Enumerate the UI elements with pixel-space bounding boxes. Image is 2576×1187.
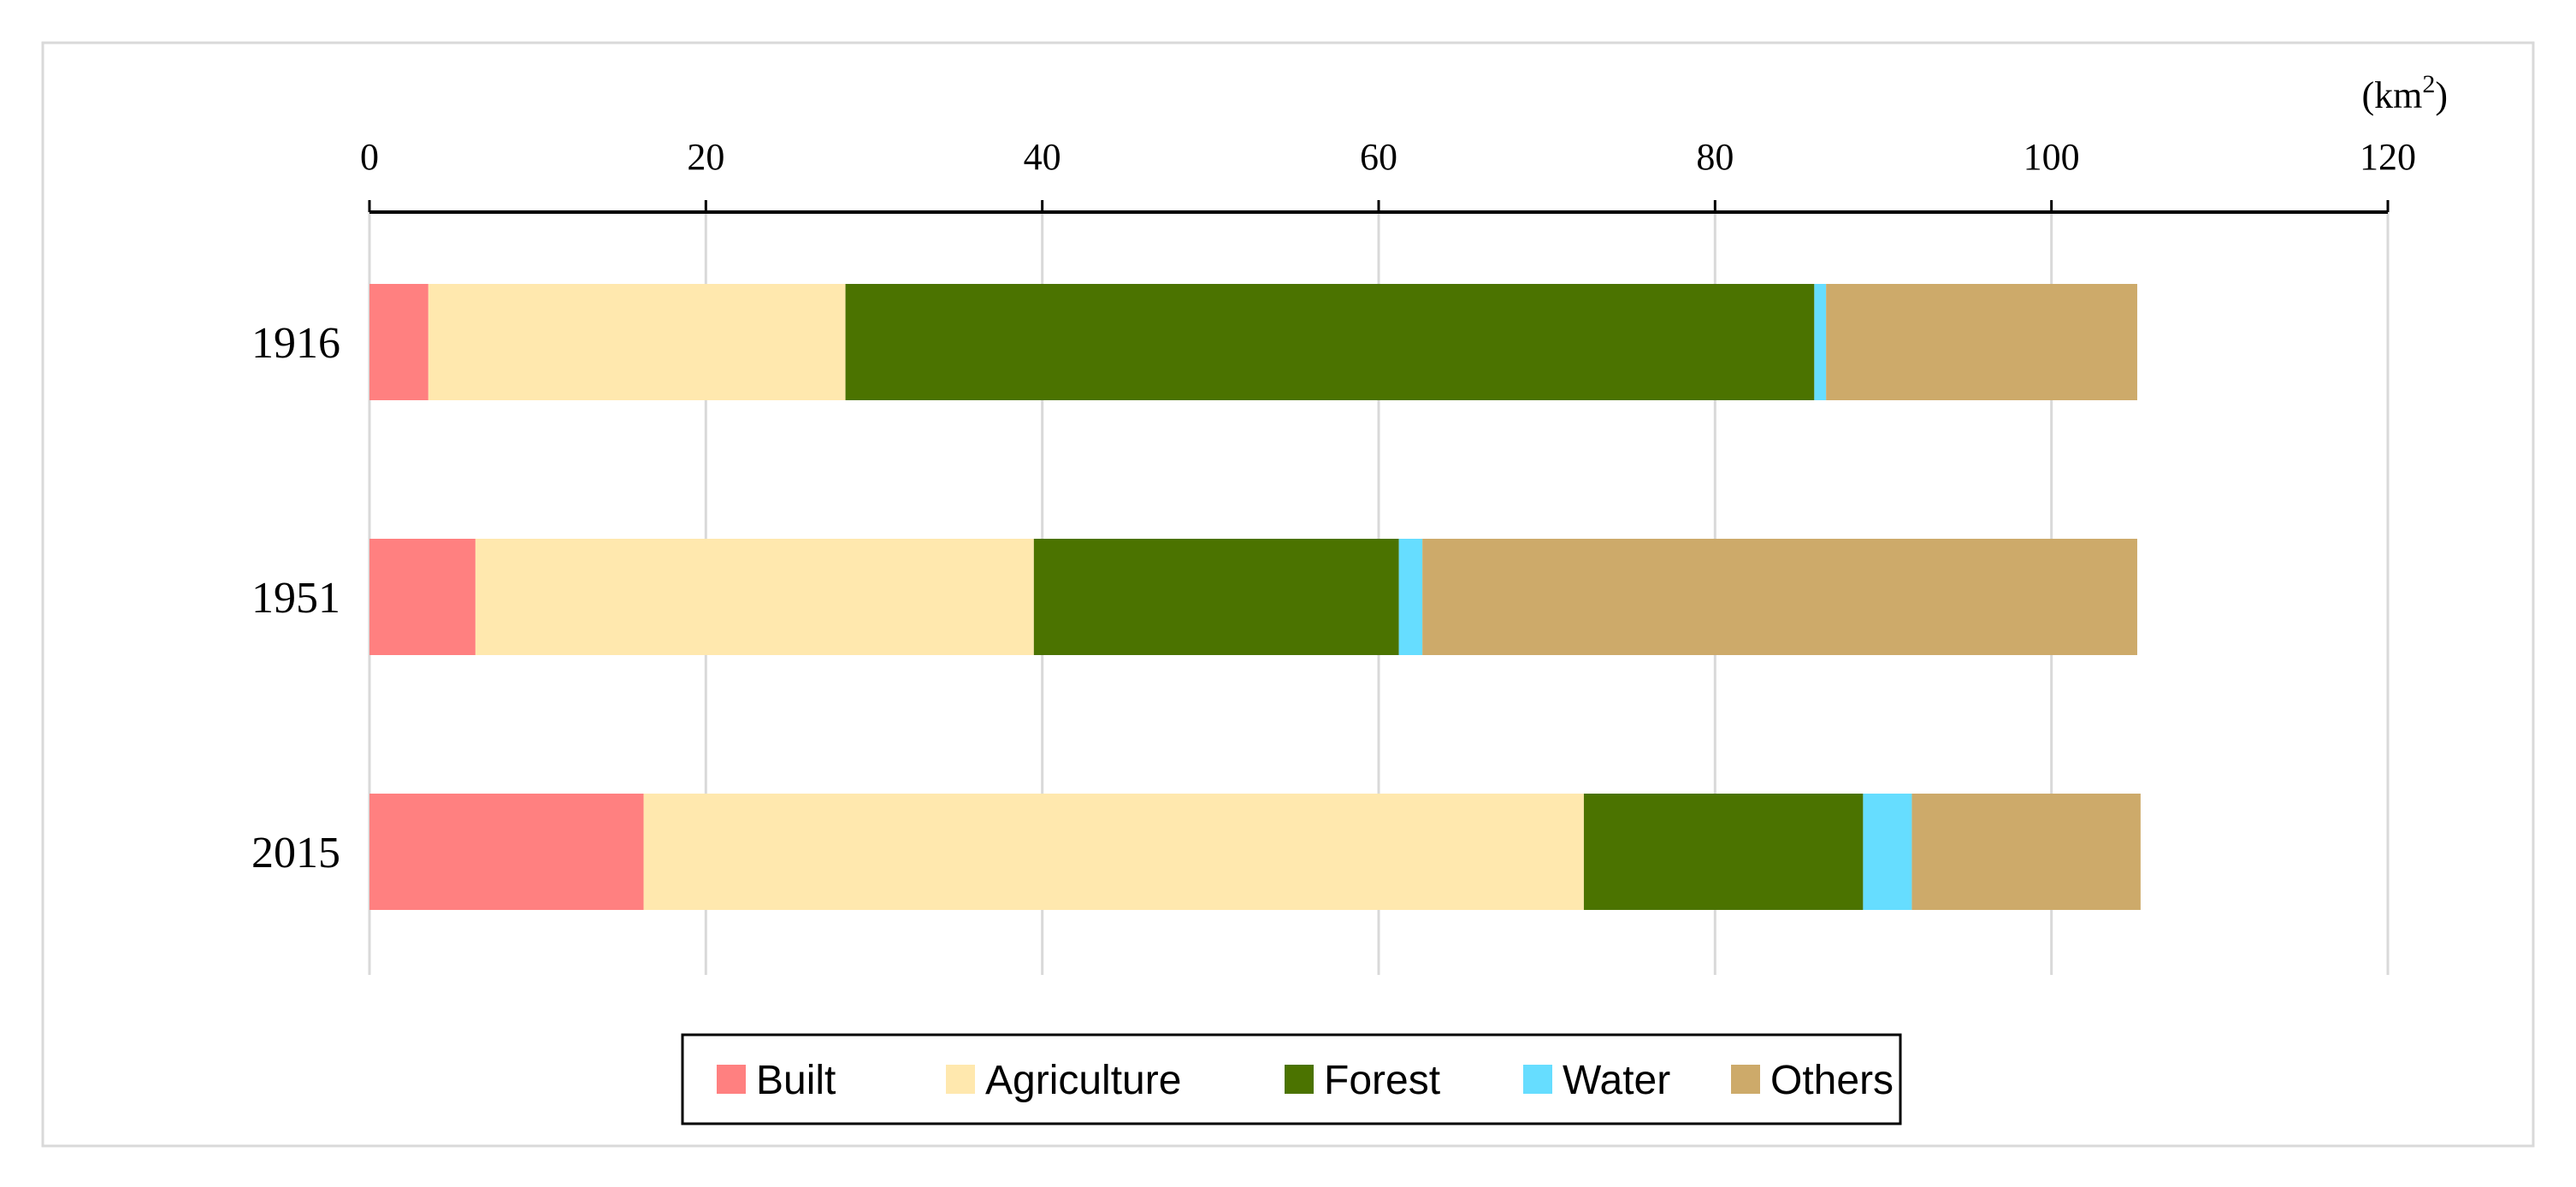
bar-2015-water [1863,794,1912,910]
bar-2015-forest [1583,794,1864,910]
bar-1951-built [369,539,476,655]
bar-2015-agriculture [643,794,1584,910]
legend-swatch-forest [1285,1065,1314,1094]
legend-label-agriculture: Agriculture [985,1058,1181,1103]
unit-label: (km2) [2361,70,2448,116]
legend-label-others: Others [1770,1058,1894,1103]
bar-1951-agriculture [475,539,1034,655]
category-label-1951: 1951 [251,574,340,623]
x-tick-label-80: 80 [1696,136,1734,178]
legend-swatch-agriculture [946,1065,975,1094]
category-label-1916: 1916 [251,319,340,368]
legend-swatch-others [1731,1065,1760,1094]
legend-swatch-built [717,1065,746,1094]
bar-1916-agriculture [428,284,846,400]
bar-2015-built [369,794,644,910]
bar-1951-others [1422,539,2137,655]
category-labels: 1916 1951 2015 [251,319,340,877]
x-tick-label-20: 20 [687,136,724,178]
bars [369,284,2141,910]
bar-1916-built [369,284,428,400]
x-tick-label-100: 100 [2024,136,2080,178]
legend-swatch-water [1523,1065,1552,1094]
legend-label-built: Built [756,1058,836,1103]
x-axis: 0 20 40 60 80 100 120 [360,136,2416,214]
legend: Built Agriculture Forest Water Others [681,1033,1902,1125]
legend-label-water: Water [1563,1058,1670,1103]
bar-1916-forest [845,284,1815,400]
x-tick-label-40: 40 [1024,136,1061,178]
bar-1951-water [1398,539,1423,655]
bar-1916-others [1826,284,2137,400]
x-tick-label-60: 60 [1360,136,1397,178]
legend-label-forest: Forest [1324,1058,1440,1103]
bar-2015-others [1911,794,2141,910]
x-tick-label-120: 120 [2360,136,2416,178]
x-tick-label-0: 0 [360,136,379,178]
bar-1951-forest [1033,539,1399,655]
bar-1916-water [1814,284,1827,400]
category-label-2015: 2015 [251,829,340,877]
